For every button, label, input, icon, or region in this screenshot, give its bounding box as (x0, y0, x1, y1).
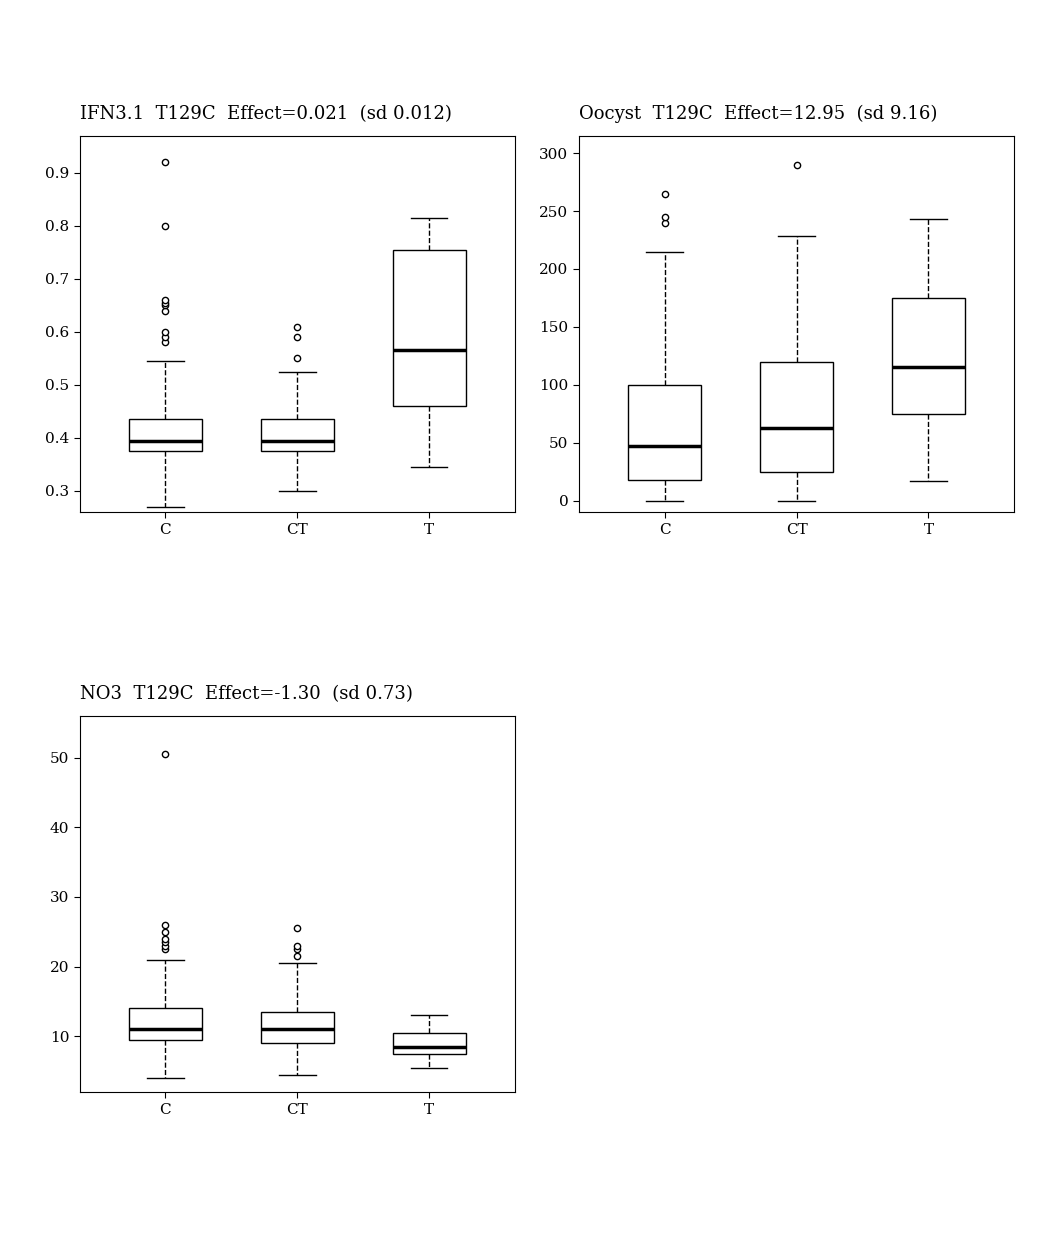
PathPatch shape (393, 1033, 465, 1054)
PathPatch shape (393, 249, 465, 406)
PathPatch shape (130, 420, 202, 452)
Text: Oocyst  T129C  Effect=12.95  (sd 9.16): Oocyst T129C Effect=12.95 (sd 9.16) (579, 105, 937, 123)
Text: IFN3.1  T129C  Effect=0.021  (sd 0.012): IFN3.1 T129C Effect=0.021 (sd 0.012) (80, 105, 451, 123)
PathPatch shape (130, 1008, 202, 1040)
PathPatch shape (261, 1012, 333, 1043)
PathPatch shape (892, 297, 964, 413)
PathPatch shape (629, 385, 701, 480)
PathPatch shape (261, 420, 333, 452)
PathPatch shape (760, 362, 833, 471)
Text: NO3  T129C  Effect=-1.30  (sd 0.73): NO3 T129C Effect=-1.30 (sd 0.73) (80, 685, 412, 703)
